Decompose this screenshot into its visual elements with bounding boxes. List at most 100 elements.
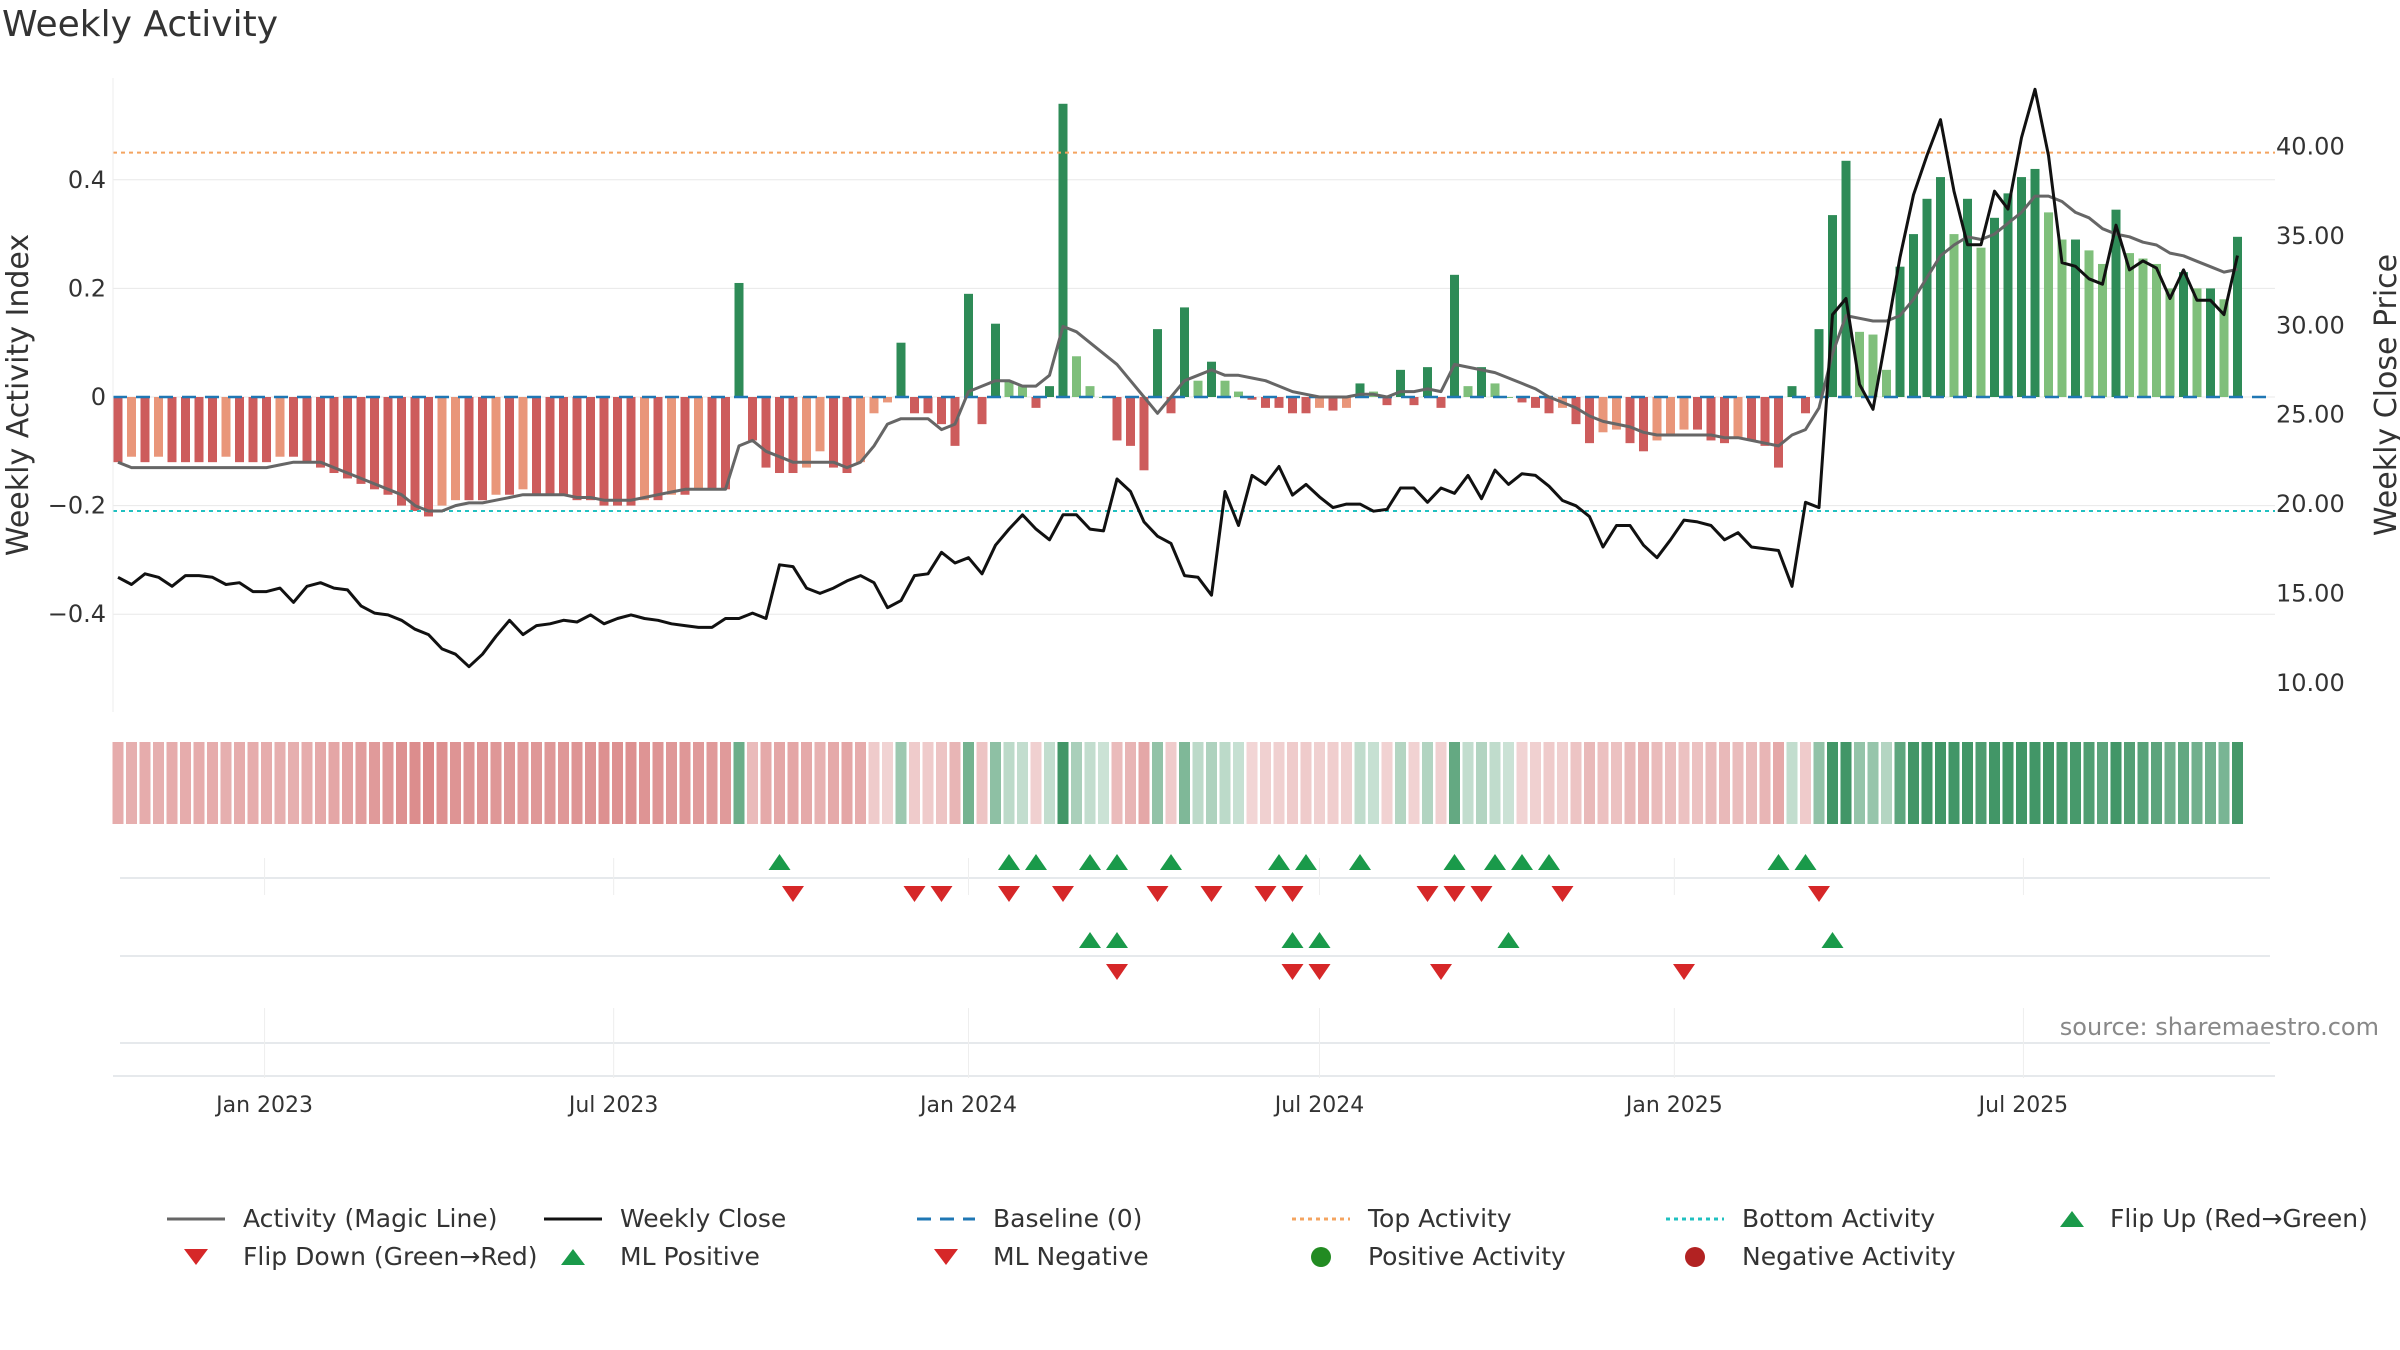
heat-strip-cell xyxy=(1935,742,1946,824)
activity-bar xyxy=(1301,397,1311,414)
heat-strip-cell xyxy=(706,742,718,824)
activity-bar xyxy=(1288,397,1297,414)
heat-strip-cell xyxy=(949,742,961,824)
y2-tick-label: 35.00 xyxy=(2276,222,2345,250)
heat-strip-cell xyxy=(1233,742,1244,824)
y-tick-label: 0.2 xyxy=(68,274,106,302)
y2-tick-label: 30.00 xyxy=(2276,311,2345,339)
activity-bar xyxy=(1180,307,1189,397)
activity-bar xyxy=(1733,397,1743,438)
heat-strip-cell xyxy=(1786,742,1798,824)
heat-strip-cell xyxy=(666,742,677,824)
heat-strip-cell xyxy=(274,742,286,824)
heat-strip-cell xyxy=(1530,742,1541,824)
activity-bar xyxy=(707,397,717,490)
heat-strip-cell xyxy=(1381,742,1393,824)
activity-bar xyxy=(640,397,649,501)
heat-strip-cell xyxy=(963,742,974,824)
legend-item-weekly-close: Weekly Close xyxy=(542,1204,786,1233)
heat-strip-cell xyxy=(1017,742,1028,824)
line-solid-gray-icon xyxy=(167,1217,225,1220)
activity-bar xyxy=(1247,397,1257,400)
heat-strip-cell xyxy=(436,742,448,824)
legend-label: Baseline (0) xyxy=(993,1204,1143,1233)
heat-strip-cell xyxy=(868,742,880,824)
y2-tick-label: 15.00 xyxy=(2276,579,2345,607)
flip-down-marker xyxy=(1052,886,1074,902)
flip-up-marker xyxy=(1794,854,1817,870)
activity-bar xyxy=(1328,397,1338,411)
activity-bar xyxy=(748,397,757,441)
activity-bar xyxy=(761,397,771,468)
heat-strip-cell xyxy=(2164,742,2176,824)
heat-strip-cell xyxy=(261,742,272,824)
activity-bar xyxy=(302,397,312,463)
heat-strip-cell xyxy=(693,742,704,824)
flip-down-marker xyxy=(1254,886,1277,902)
flip-up-marker xyxy=(998,854,1020,870)
flip-up-marker xyxy=(1106,854,1128,870)
activity-bar xyxy=(248,397,258,463)
heat-strip-cell xyxy=(450,742,461,824)
activity-bar xyxy=(2057,239,2067,397)
flip-up-marker xyxy=(1511,854,1533,870)
heat-strip-cell xyxy=(1840,742,1852,824)
flip-up-marker xyxy=(1443,854,1466,870)
activity-bar xyxy=(1423,367,1432,397)
heat-strip-cell xyxy=(571,742,583,824)
heat-strip-cell xyxy=(2137,742,2149,824)
heat-strip-cell xyxy=(625,742,637,824)
activity-bar xyxy=(1585,397,1594,444)
activity-bar xyxy=(2152,263,2161,397)
heat-strip-cell xyxy=(1624,742,1636,824)
activity-bar xyxy=(1409,397,1419,406)
activity-bar xyxy=(1922,198,1932,397)
activity-bar xyxy=(613,397,622,506)
flip-up-marker xyxy=(1025,854,1047,870)
activity-bar xyxy=(815,397,825,452)
heat-strip-cell xyxy=(1732,742,1744,824)
activity-bar xyxy=(1976,247,1986,397)
activity-bar xyxy=(491,397,501,495)
activity-bar xyxy=(1531,397,1540,408)
activity-bar xyxy=(991,323,1000,397)
heat-strip-cell xyxy=(855,742,866,824)
heat-strip-cell xyxy=(1449,742,1460,824)
heat-strip-cell xyxy=(1192,742,1204,824)
activity-bar xyxy=(1612,397,1621,430)
heat-strip-cell xyxy=(139,742,151,824)
legend-label: ML Negative xyxy=(993,1242,1149,1271)
heat-strip-cell xyxy=(841,742,853,824)
y-tick-label: 0 xyxy=(91,383,106,411)
heat-strip-cell xyxy=(747,742,758,824)
heat-strip-cell xyxy=(1867,742,1879,824)
heat-strip-cell xyxy=(477,742,488,824)
heat-strip-cell xyxy=(1651,742,1663,824)
activity-bar xyxy=(505,397,514,495)
heat-strip-cell xyxy=(2029,742,2041,824)
heat-strip-cell xyxy=(1692,742,1703,824)
heat-strip-cell xyxy=(2151,742,2162,824)
heat-strip-cell xyxy=(679,742,691,824)
activity-bar xyxy=(1841,160,1851,397)
heat-strip-cell xyxy=(652,742,664,824)
activity-bar xyxy=(1679,397,1689,430)
heat-strip-cell xyxy=(936,742,947,824)
heat-strip-cell xyxy=(1098,742,1109,824)
heat-strip-cell xyxy=(1557,742,1568,824)
flip-up-marker xyxy=(1767,854,1790,870)
heat-strip-cell xyxy=(760,742,772,824)
heat-strip-cell xyxy=(1260,742,1271,824)
ml-positive-marker xyxy=(1308,932,1331,948)
activity-bar xyxy=(194,397,204,463)
activity-bar xyxy=(1045,386,1054,397)
chart-title: Weekly Activity xyxy=(2,4,279,45)
activity-bar xyxy=(1396,369,1405,397)
heat-strip-cell xyxy=(1665,742,1676,824)
heat-strip-cell xyxy=(639,742,650,824)
flip-down-marker xyxy=(1470,886,1493,902)
heat-strip-cell xyxy=(1071,742,1082,824)
activity-bar xyxy=(667,397,676,495)
activity-bar xyxy=(140,397,150,463)
y-axis-label: Weekly Activity Index xyxy=(1,234,36,556)
